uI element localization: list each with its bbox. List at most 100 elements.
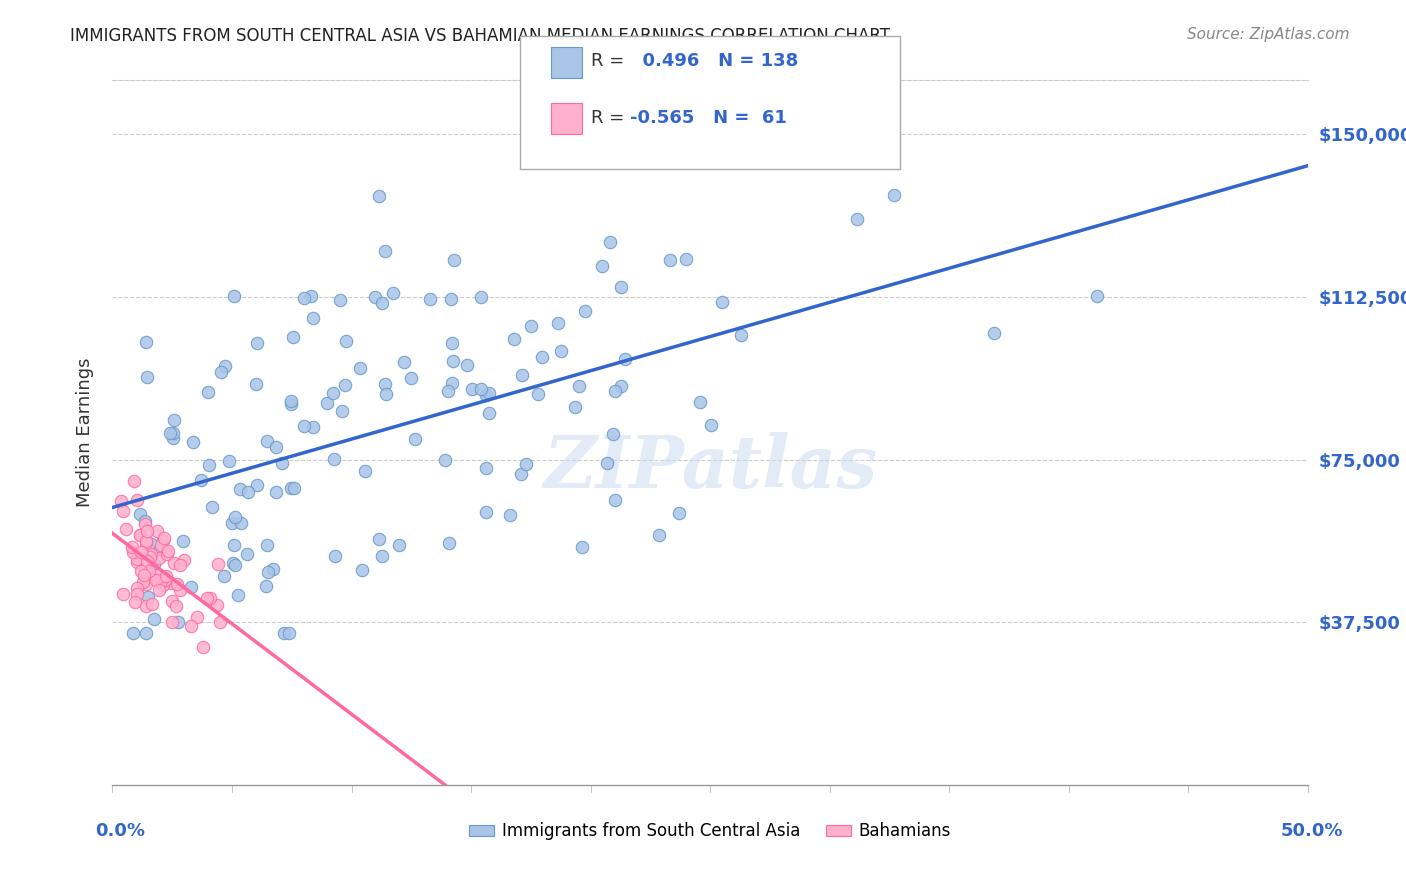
Point [262, 561, 284, 575]
Point [148, 583, 170, 598]
Point [127, 493, 149, 508]
Point [404, 432, 426, 446]
Point [568, 378, 591, 392]
Point [564, 401, 586, 415]
Point [111, 504, 134, 518]
Point [299, 289, 322, 303]
Point [127, 552, 149, 566]
Point [668, 507, 690, 521]
Point [139, 537, 162, 551]
Text: ZIPatlas: ZIPatlas [543, 433, 877, 503]
Point [236, 548, 259, 562]
Text: IMMIGRANTS FROM SOUTH CENTRAL ASIA VS BAHAMIAN MEDIAN EARNINGS CORRELATION CHART: IMMIGRANTS FROM SOUTH CENTRAL ASIA VS BA… [70, 27, 890, 45]
Point [278, 626, 301, 640]
Point [138, 564, 160, 578]
Point [256, 538, 278, 552]
Point [364, 290, 387, 304]
Y-axis label: Median Earnings: Median Earnings [76, 358, 94, 508]
Point [135, 370, 157, 384]
Point [280, 481, 302, 495]
Point [246, 335, 269, 350]
Point [125, 581, 148, 595]
Point [143, 612, 166, 626]
Point [983, 326, 1005, 341]
Point [292, 291, 315, 305]
Point [129, 564, 152, 578]
Point [190, 473, 212, 487]
Point [574, 304, 596, 318]
Point [375, 387, 398, 401]
Point [160, 615, 183, 630]
Point [605, 493, 627, 508]
Point [166, 615, 188, 629]
Point [159, 426, 181, 441]
Point [135, 626, 157, 640]
Point [135, 534, 157, 549]
Point [135, 334, 157, 349]
Point [352, 563, 374, 577]
Text: -0.565   N =  61: -0.565 N = 61 [630, 109, 787, 127]
Point [245, 477, 267, 491]
Point [134, 516, 156, 531]
Point [128, 528, 150, 542]
Point [207, 557, 229, 571]
Point [547, 316, 569, 330]
Point [503, 332, 526, 346]
Point [205, 598, 228, 612]
Point [224, 288, 246, 302]
Point [281, 330, 304, 344]
Point [256, 565, 278, 579]
Point [675, 252, 697, 267]
Point [173, 553, 195, 567]
Point [470, 382, 492, 396]
Point [122, 626, 145, 640]
Point [129, 544, 152, 558]
Point [162, 431, 184, 445]
Point [198, 591, 221, 606]
Point [349, 360, 371, 375]
Point [433, 453, 456, 467]
Point [245, 376, 267, 391]
Point [150, 574, 173, 588]
Text: 50.0%: 50.0% [1281, 822, 1343, 840]
Point [1085, 289, 1108, 303]
Point [510, 368, 533, 382]
Point [122, 545, 145, 559]
Point [125, 587, 148, 601]
Point [214, 359, 236, 374]
Point [367, 189, 389, 203]
Point [146, 524, 169, 538]
Point [270, 456, 292, 470]
Point [163, 556, 186, 570]
Point [470, 290, 492, 304]
Point [475, 461, 498, 475]
Point [591, 260, 613, 274]
Point [498, 508, 520, 523]
Point [180, 619, 202, 633]
Point [180, 580, 202, 594]
Point [846, 211, 869, 226]
Point [129, 507, 152, 521]
Point [647, 527, 669, 541]
Point [169, 583, 191, 598]
Point [135, 577, 157, 591]
Point [437, 535, 460, 549]
Point [198, 458, 221, 472]
Point [370, 549, 392, 564]
Point [231, 516, 253, 530]
Point [172, 534, 194, 549]
Point [159, 576, 181, 591]
Point [111, 587, 134, 601]
Point [155, 569, 177, 583]
Point [145, 573, 167, 587]
Point [121, 541, 143, 555]
Point [186, 610, 208, 624]
Point [515, 457, 537, 471]
Point [610, 280, 633, 294]
Point [218, 454, 240, 468]
Point [163, 412, 186, 426]
Point [689, 395, 711, 409]
Point [156, 547, 179, 561]
Point [333, 378, 356, 392]
Point [238, 485, 260, 500]
